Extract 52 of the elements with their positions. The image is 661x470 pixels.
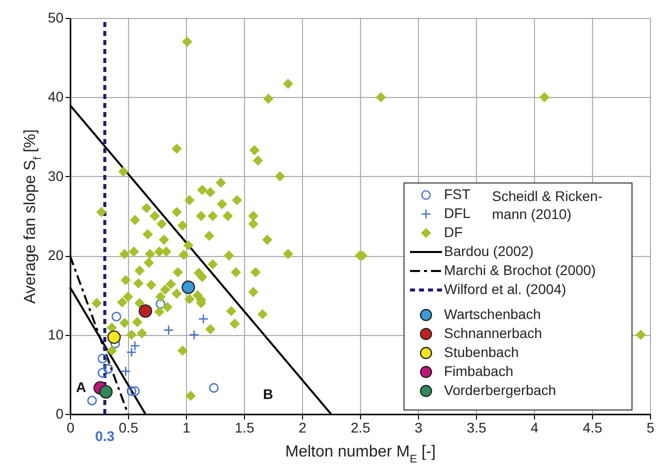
x-tick-label: 5 <box>646 420 655 436</box>
point <box>209 383 219 393</box>
x-tick-label: 1 <box>182 420 191 436</box>
legend-label: Marchi & Brochot (2000) <box>444 262 596 278</box>
annotation: B <box>262 386 274 402</box>
legend-label: Schnannerbach <box>444 325 542 341</box>
x-tick-label: 3 <box>414 420 423 436</box>
x-tick-label: 1.5 <box>234 420 254 436</box>
point <box>138 304 152 318</box>
legend-label: Vorderbergerbach <box>444 382 556 398</box>
y-tick-label: 30 <box>48 168 64 184</box>
legend-title: Scheidl & Ricken- mann (2010) <box>492 188 603 222</box>
point <box>126 347 137 358</box>
x-tick-label: 4 <box>530 420 539 436</box>
legend-label: Wilford et al. (2004) <box>444 281 566 297</box>
point <box>182 280 196 294</box>
x-tick-label: 0 <box>66 420 75 436</box>
legend-label: DF <box>444 224 463 240</box>
annotation: 0.3 <box>95 428 115 444</box>
point <box>130 386 140 396</box>
legend-label: Fimbabach <box>444 363 514 379</box>
x-tick-label: 2.5 <box>350 420 370 436</box>
point <box>98 354 108 364</box>
x-axis-title: Melton number M$_{E}$ [-] <box>285 444 436 466</box>
point <box>112 312 122 322</box>
y-tick-label: 50 <box>48 10 64 26</box>
y-tick-label: 20 <box>48 247 64 264</box>
x-tick-label: 0.5 <box>118 420 138 436</box>
x-tick-label: 2 <box>298 420 307 436</box>
point <box>189 330 200 340</box>
legend-label: FST <box>444 186 471 202</box>
point <box>98 368 108 378</box>
point <box>107 330 121 344</box>
point <box>163 324 174 336</box>
point <box>120 366 131 376</box>
y-tick-label: 0 <box>56 406 64 422</box>
legend-label: DFL <box>444 205 471 221</box>
x-tick-label: 3.5 <box>466 420 486 436</box>
y-tick-label: 40 <box>48 88 64 105</box>
point <box>156 299 166 309</box>
point <box>130 340 140 352</box>
annotation: A <box>76 379 86 395</box>
point <box>103 364 114 374</box>
legend-label: Wartschenbach <box>444 306 541 322</box>
x-tick-label: 4.5 <box>582 420 602 436</box>
point <box>198 314 209 324</box>
point <box>87 396 97 406</box>
y-tick-label: 10 <box>48 326 64 342</box>
legend-label: Stubenbach <box>444 344 519 360</box>
legend-label: Bardou (2002) <box>444 243 534 259</box>
point <box>99 385 113 399</box>
point <box>126 386 136 396</box>
